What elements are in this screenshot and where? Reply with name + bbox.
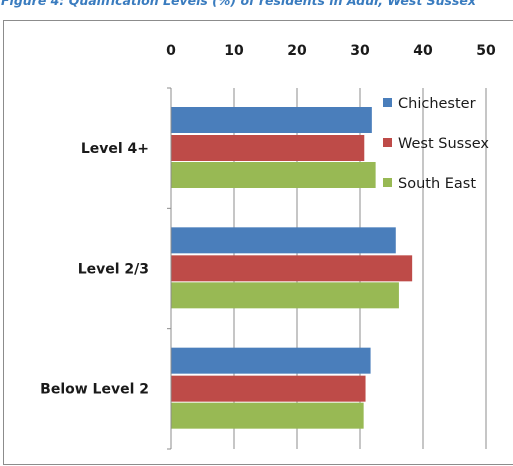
chart-frame: 0 10 20 30 40 50 Level 4+ Level 2/3 Below Level … <box>3 20 513 465</box>
figure-title: Figure 4: Qualification Levels (%) of re… <box>0 0 513 17</box>
bar <box>171 402 364 429</box>
x-tick-label: 30 <box>350 43 370 59</box>
x-tick-label: 50 <box>476 43 496 59</box>
x-tick-label: 40 <box>413 43 433 59</box>
x-tick-label: 0 <box>166 43 176 59</box>
bar-chart: 0 10 20 30 40 50 Level 4+ Level 2/3 Below Level … <box>40 43 496 450</box>
x-tick-label: 20 <box>287 43 307 59</box>
legend-label: South East <box>398 176 476 192</box>
figure-title-text: Figure 4: Qualification Levels (%) of re… <box>1 0 476 8</box>
x-tick-label: 10 <box>224 43 244 59</box>
category-label: Level 2/3 <box>78 261 149 277</box>
legend-swatch <box>383 178 392 187</box>
bar <box>171 162 376 188</box>
legend-label: West Sussex <box>398 136 489 152</box>
bar <box>171 255 413 282</box>
legend-swatch <box>383 138 392 147</box>
bar <box>171 347 371 374</box>
legend-label: Chichester <box>398 96 476 112</box>
category-label: Level 4+ <box>81 141 149 157</box>
bar <box>171 135 365 161</box>
category-label: Below Level 2 <box>40 382 149 398</box>
bar <box>171 107 372 133</box>
legend-swatch <box>383 98 392 107</box>
bar <box>171 375 366 402</box>
bar <box>171 282 399 309</box>
bar <box>171 227 396 254</box>
